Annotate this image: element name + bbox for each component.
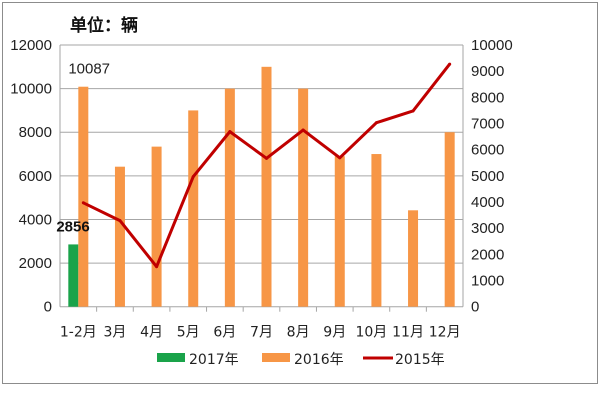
point-2015 (81, 201, 85, 205)
bar-2016 (224, 88, 235, 307)
data-label-2016: 10087 (68, 61, 110, 78)
x-tick-label: 8月 (287, 325, 310, 341)
point-2015 (118, 219, 122, 223)
point-2015 (411, 109, 415, 113)
legend-swatch-2017年 (157, 353, 185, 362)
y-right-tick-label: 4000 (471, 194, 504, 211)
legend-label: 2017年 (189, 352, 239, 368)
bar-2016 (298, 88, 309, 307)
y-right-tick-label: 3000 (471, 220, 504, 237)
y-left-tick-label: 12000 (10, 37, 52, 54)
bar-2016 (408, 210, 419, 307)
x-tick-label: 7月 (250, 325, 273, 341)
x-tick-label: 3月 (103, 325, 126, 341)
bar-2016 (188, 110, 199, 307)
bar-2016 (371, 154, 382, 307)
y-left-tick-label: 8000 (19, 124, 52, 141)
point-2015 (155, 265, 159, 269)
y-right-tick-label: 7000 (471, 116, 504, 133)
x-tick-label: 10月 (355, 325, 387, 341)
bar-2016 (334, 156, 345, 307)
y-left-tick-label: 2000 (19, 255, 52, 272)
y-right-tick-label: 0 (471, 299, 479, 316)
y-left-tick-label: 10000 (10, 81, 52, 98)
y-right-tick-label: 9000 (471, 63, 504, 80)
legend-label: 2015年 (395, 352, 445, 368)
data-label-2017: 2856 (56, 218, 89, 235)
y-right-tick-label: 1000 (471, 273, 504, 290)
chart-title: 单位：辆 (70, 15, 138, 36)
y-right-tick-label: 10000 (471, 37, 513, 54)
y-left-tick-label: 6000 (19, 168, 52, 185)
y-right-tick-label: 6000 (471, 142, 504, 159)
bar-2016 (114, 166, 125, 307)
y-left-tick-label: 0 (44, 299, 52, 316)
bar-2016 (261, 66, 272, 307)
point-2015 (448, 62, 452, 66)
x-tick-label: 6月 (213, 325, 236, 341)
point-2015 (228, 130, 232, 134)
point-2015 (301, 128, 305, 132)
point-2015 (374, 121, 378, 125)
bar-2017 (68, 244, 79, 307)
y-right-tick-label: 8000 (471, 89, 504, 106)
x-tick-label: 5月 (177, 325, 200, 341)
point-2015 (265, 156, 268, 160)
y-left-tick-label: 4000 (19, 211, 52, 228)
x-tick-label: 12月 (429, 325, 461, 341)
point-2015 (191, 175, 195, 179)
y-right-tick-label: 5000 (471, 168, 504, 185)
legend-swatch-2016年 (262, 353, 290, 362)
bar-2016 (151, 146, 162, 307)
y-right-tick-label: 2000 (471, 246, 504, 263)
x-tick-label: 4月 (140, 325, 163, 341)
x-tick-label: 11月 (392, 325, 424, 341)
legend-label: 2016年 (294, 352, 344, 368)
x-tick-label: 1-2月 (60, 325, 97, 341)
point-2015 (338, 156, 342, 160)
bar-2016 (78, 86, 89, 307)
x-tick-label: 9月 (323, 325, 346, 341)
bar-2016 (444, 132, 455, 307)
